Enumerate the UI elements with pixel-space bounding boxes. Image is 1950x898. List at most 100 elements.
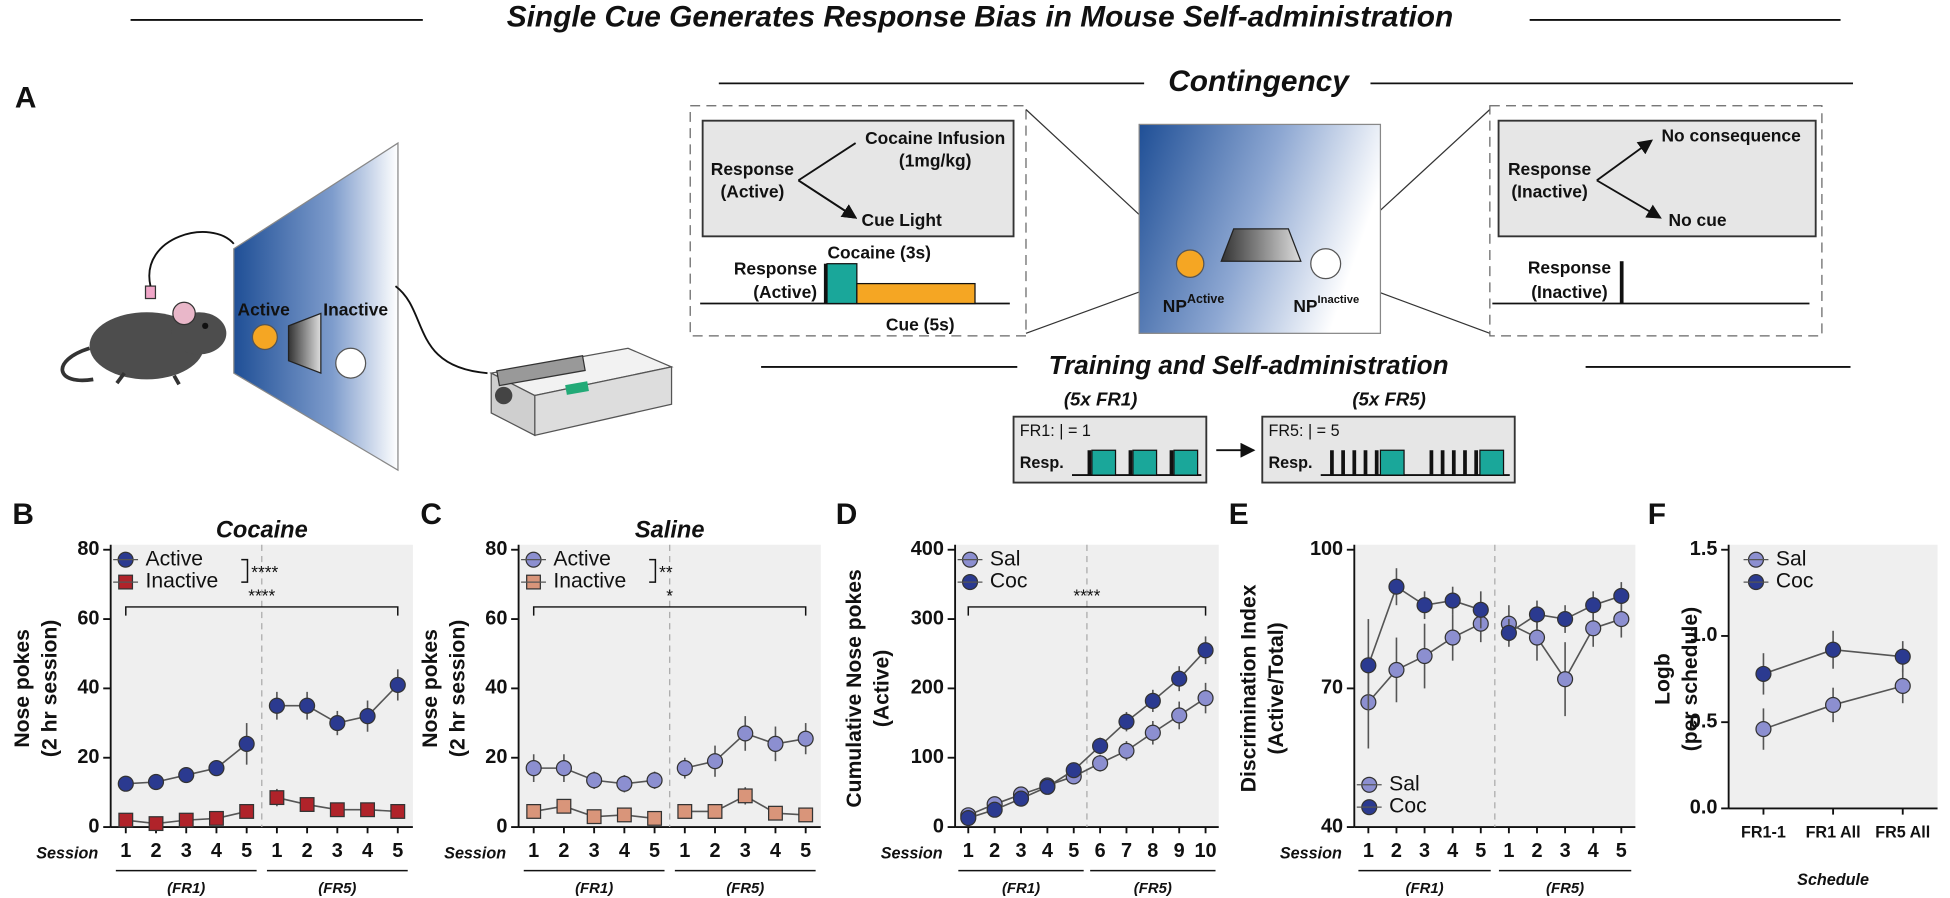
x-tick-label: 2 <box>302 840 313 862</box>
y-tick-label: 0 <box>933 815 944 837</box>
panel-label: C <box>420 498 442 531</box>
marker <box>1171 670 1188 687</box>
marker <box>1171 707 1188 724</box>
marker <box>1894 677 1911 695</box>
marker <box>767 805 783 821</box>
x-tick-label: 5 <box>1068 840 1079 862</box>
y-axis-label: Logb <box>1652 653 1675 705</box>
series-line <box>967 697 1207 817</box>
section-title: Contingency <box>1168 65 1350 98</box>
y-tick-label: 100 <box>911 746 944 768</box>
chart-title: Saline <box>635 517 705 543</box>
legend-label: Sal <box>1389 772 1420 795</box>
x-tick-label: 3 <box>740 840 751 862</box>
marker <box>677 803 693 819</box>
x-tick-label: 4 <box>1588 840 1599 862</box>
legend-label: Sal <box>990 547 1021 570</box>
y-axis-label: (Active/Total) <box>1265 622 1288 754</box>
panel-label: E <box>1229 498 1249 531</box>
marker <box>555 760 573 777</box>
chamber-wall <box>233 141 399 472</box>
group-label: (FR5) <box>1134 880 1172 897</box>
timeline-text: Cocaine (3s) <box>827 242 931 262</box>
x-tick-label: 5 <box>1616 840 1627 862</box>
marker <box>1039 778 1056 795</box>
x-tick-label: 4 <box>362 840 373 862</box>
rule-text: Response <box>711 159 795 179</box>
y-tick-label: 100 <box>1310 538 1343 560</box>
timeline-text: Response <box>1528 257 1612 277</box>
y-tick-label: 60 <box>77 607 99 629</box>
arrow <box>1596 139 1654 182</box>
y-tick-label: 300 <box>911 607 944 629</box>
marker <box>1528 606 1546 623</box>
timeline-text: Response <box>734 259 818 279</box>
x-tick-label: 6 <box>1095 840 1106 862</box>
marker <box>359 708 376 725</box>
y-tick-label: 20 <box>485 746 507 768</box>
y-tick-label: 80 <box>77 538 99 560</box>
legend-label: Active <box>146 547 204 570</box>
panel-label: B <box>12 498 34 531</box>
series-line <box>968 649 1207 819</box>
marker <box>360 802 376 818</box>
x-axis-label: Schedule <box>1797 871 1869 889</box>
legend-bracket <box>649 558 657 583</box>
y-axis-label: (2 hr session) <box>39 620 62 757</box>
marker <box>1500 624 1517 642</box>
marker <box>586 809 602 825</box>
y-tick-label: 60 <box>485 607 507 629</box>
arrow <box>797 179 858 219</box>
marker <box>1197 642 1214 659</box>
marker <box>117 775 134 792</box>
marker <box>389 676 406 694</box>
marker <box>1557 610 1574 628</box>
timeline-text: (Inactive) <box>1531 282 1607 302</box>
x-tick-label: FR1-1 <box>1741 824 1786 842</box>
x-tick-label: 1 <box>679 840 690 862</box>
y-axis-label: (Active) <box>871 650 894 727</box>
x-axis-label: Session <box>444 845 506 863</box>
schedule-pattern <box>1320 449 1510 477</box>
figure-title: Single Cue Generates Response Bias in Mo… <box>507 1 1453 34</box>
legend-label: Coc <box>990 570 1028 593</box>
x-axis-label: Session <box>36 845 98 863</box>
group-label: (FR1) <box>575 880 613 897</box>
port-label-base: NP <box>1293 296 1318 316</box>
x-tick-label: 4 <box>770 840 781 862</box>
y-tick-label: 0.0 <box>1690 797 1718 819</box>
marker <box>178 766 195 784</box>
x-axis-label: Session <box>881 845 943 863</box>
marker <box>208 810 224 826</box>
marker <box>329 714 346 732</box>
y-tick-label: 80 <box>485 538 507 560</box>
annotation: * <box>666 586 673 606</box>
y-tick-label: 200 <box>911 677 944 699</box>
port-label: NPActive <box>1163 292 1225 316</box>
y-tick-label: 70 <box>1321 677 1343 699</box>
rule-text: (Inactive) <box>1511 181 1587 201</box>
x-tick-label: 9 <box>1174 840 1185 862</box>
marker <box>1144 692 1161 709</box>
y-axis-label: Discrimination Index <box>1237 584 1260 792</box>
marker <box>1416 597 1433 614</box>
marker <box>526 803 542 819</box>
marker <box>797 730 814 747</box>
x-tick-label: FR1 All <box>1806 824 1861 842</box>
marker <box>1360 657 1377 674</box>
y-axis-label: Nose pokes <box>419 629 442 748</box>
x-tick-label: 3 <box>1560 840 1571 862</box>
x-tick-label: 4 <box>211 840 222 862</box>
x-tick-label: 5 <box>1475 840 1486 862</box>
marker <box>706 753 724 770</box>
marker <box>616 775 633 792</box>
chamber-closeup <box>1138 123 1382 334</box>
marker <box>1388 578 1405 595</box>
marker <box>1197 690 1214 707</box>
x-tick-label: 1 <box>963 840 974 862</box>
rule-text: Cue Light <box>862 210 942 230</box>
rule-text: No consequence <box>1661 125 1801 145</box>
marker <box>329 802 345 818</box>
marker <box>737 725 754 742</box>
